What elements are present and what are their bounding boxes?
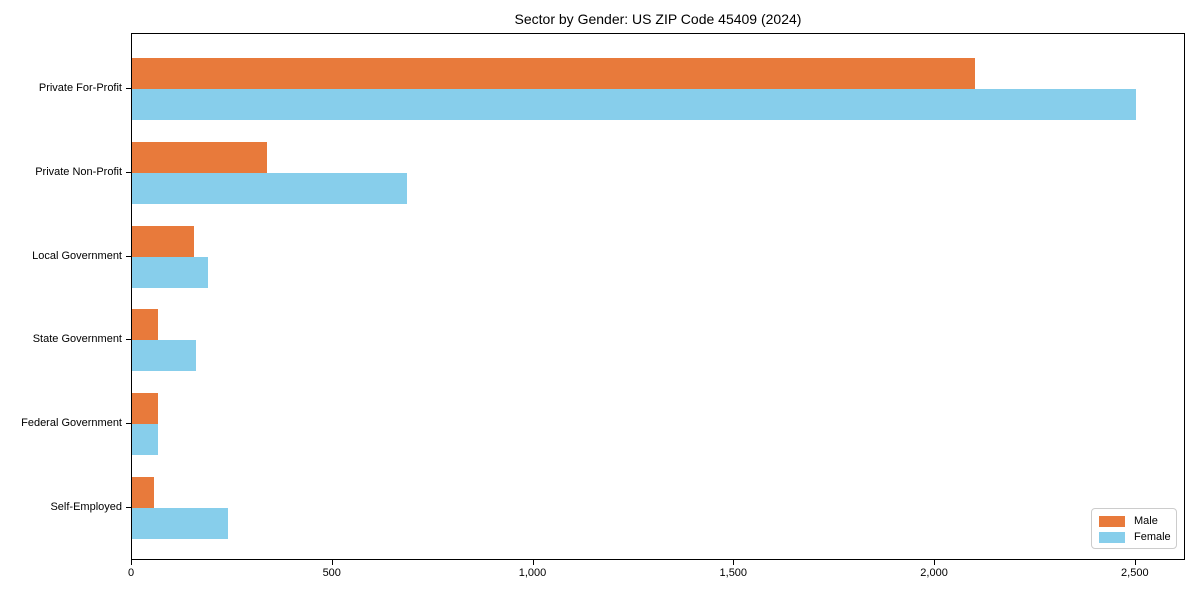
y-tick-mark xyxy=(126,339,131,341)
x-tick-mark xyxy=(934,560,936,565)
y-tick-label-state-government: State Government xyxy=(32,333,122,346)
legend-swatch-female xyxy=(1099,531,1125,543)
y-tick-label-private-non-profit: Private Non-Profit xyxy=(35,165,122,178)
bar-male-private-for-profit xyxy=(132,58,975,89)
legend: Male Female xyxy=(1091,508,1177,549)
x-tick-label-2-500: 2,500 xyxy=(1121,567,1149,579)
y-tick-mark xyxy=(126,255,131,257)
bar-female-local-government xyxy=(132,256,208,288)
legend-item-female: Female xyxy=(1099,530,1171,544)
legend-label-male: Male xyxy=(1134,515,1158,527)
x-tick-mark xyxy=(331,560,333,565)
y-tick-mark xyxy=(126,171,131,173)
bar-male-self-employed xyxy=(132,477,154,508)
x-tick-label-2-000: 2,000 xyxy=(920,567,948,579)
bar-female-private-for-profit xyxy=(132,89,1136,120)
bar-male-private-non-profit xyxy=(132,141,267,173)
bar-female-private-non-profit xyxy=(132,172,407,204)
bar-female-state-government xyxy=(132,340,196,372)
legend-swatch-male xyxy=(1099,515,1125,527)
x-tick-label-1-000: 1,000 xyxy=(518,567,547,579)
x-tick-mark xyxy=(1134,560,1136,565)
y-tick-mark xyxy=(126,423,131,425)
legend-label-female: Female xyxy=(1134,531,1171,543)
x-tick-label-0: 0 xyxy=(127,567,135,579)
bar-male-state-government xyxy=(132,309,158,341)
bar-male-federal-government xyxy=(132,393,158,425)
chart-title: Sector by Gender: US ZIP Code 45409 (202… xyxy=(514,11,802,27)
plot-area xyxy=(131,33,1185,560)
bar-male-local-government xyxy=(132,225,194,257)
y-tick-mark xyxy=(126,88,131,89)
y-tick-label-federal-government: Federal Government xyxy=(21,417,122,430)
bar-female-self-employed xyxy=(132,508,228,539)
x-tick-label-500: 500 xyxy=(322,567,341,579)
x-tick-mark xyxy=(733,560,735,565)
y-tick-mark xyxy=(126,507,131,508)
x-tick-mark xyxy=(131,560,132,565)
x-tick-mark xyxy=(532,560,534,565)
y-tick-label-private-for-profit: Private For-Profit xyxy=(38,82,122,94)
y-tick-label-self-employed: Self-Employed xyxy=(50,501,122,513)
legend-item-male: Male xyxy=(1099,514,1169,528)
bar-female-federal-government xyxy=(132,424,158,456)
y-tick-label-local-government: Local Government xyxy=(32,249,122,262)
x-tick-label-1-500: 1,500 xyxy=(719,567,748,579)
